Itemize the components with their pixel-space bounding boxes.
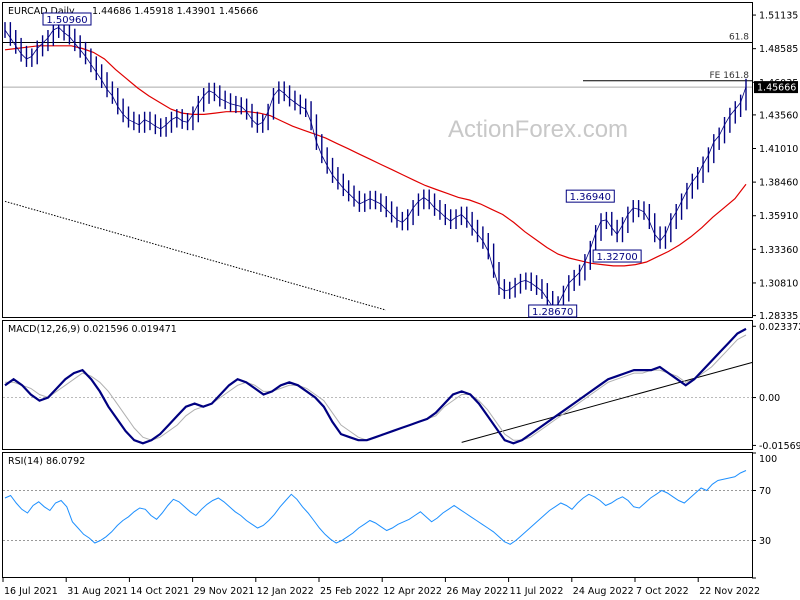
last-price-tag: 1.45666 bbox=[754, 81, 798, 94]
macd-y-tick-label: 0.023372 bbox=[759, 322, 800, 333]
macd-y-tick-label: -0.015699 bbox=[759, 441, 800, 452]
x-tick-label: 12 Jan 2022 bbox=[257, 586, 314, 597]
price-y-tick-label: 1.41010 bbox=[759, 144, 798, 155]
macd-label: MACD(12,26,9) 0.021596 0.019471 bbox=[8, 324, 177, 335]
price-panel-border bbox=[2, 2, 753, 318]
x-tick-label: 11 Jul 2022 bbox=[510, 586, 564, 597]
price-panel: ActionForex.com EURCAD,Daily 1.44686 1.4… bbox=[2, 2, 798, 322]
x-tick-label: 29 Nov 2021 bbox=[194, 586, 255, 597]
x-axis: 16 Jul 2021 31 Aug 2021 14 Oct 2021 29 Nov … bbox=[2, 578, 760, 597]
x-tick-label: 26 May 2022 bbox=[446, 586, 508, 597]
annotation-label: 1.50960 bbox=[46, 15, 87, 26]
rsi-line bbox=[4, 470, 747, 545]
price-y-tick-label: 1.48585 bbox=[759, 44, 798, 55]
x-tick-label: 14 Oct 2021 bbox=[130, 586, 189, 597]
fib-levels: 61.8 FE 161.8 bbox=[3, 33, 752, 88]
x-tick-label: 24 Aug 2022 bbox=[573, 586, 634, 597]
macd-panel: MACD(12,26,9) 0.021596 0.019471 0.023372… bbox=[2, 320, 800, 452]
rsi-series bbox=[4, 470, 747, 545]
fib-level-label: FE 161.8 bbox=[710, 71, 750, 81]
price-y-tick-label: 1.51135 bbox=[759, 11, 798, 22]
macd-trend-line bbox=[461, 361, 753, 443]
price-y-tick-label: 1.28335 bbox=[759, 311, 798, 322]
price-y-tick-label: 1.33360 bbox=[759, 245, 798, 256]
annotation-box bbox=[528, 304, 578, 318]
macd-y-axis: 0.023372 0.00 -0.015699 bbox=[752, 322, 800, 452]
macd-line bbox=[4, 327, 747, 445]
price-y-tick-label: 1.30810 bbox=[759, 278, 798, 289]
rsi-label: RSI(14) 86.0792 bbox=[8, 456, 85, 467]
price-close-line bbox=[4, 26, 747, 308]
macd-trendline bbox=[461, 361, 753, 443]
annotation-box bbox=[565, 189, 615, 203]
annotation-label: 1.28670 bbox=[532, 307, 573, 318]
x-tick-label: 7 Oct 2022 bbox=[636, 586, 689, 597]
rsi-y-tick-label: 100 bbox=[759, 454, 777, 465]
ma200-series bbox=[4, 200, 387, 311]
price-y-tick-label: 1.35910 bbox=[759, 211, 798, 222]
annotation-label: 1.32700 bbox=[596, 252, 637, 263]
price-y-tick-label: 1.43560 bbox=[759, 110, 798, 121]
price-annotations: 1.50960 1.36940 1.32700 1.28670 bbox=[42, 12, 642, 318]
macd-panel-border bbox=[2, 320, 753, 450]
macd-y-tick-label: 0.00 bbox=[759, 393, 780, 404]
fib-level-label: 61.8 bbox=[729, 33, 749, 43]
annotation-box bbox=[592, 249, 642, 263]
rsi-levels bbox=[3, 490, 752, 541]
rsi-y-axis: 100 70 30 bbox=[752, 452, 777, 579]
macd-series bbox=[4, 327, 747, 445]
x-tick-label: 31 Aug 2021 bbox=[67, 586, 128, 597]
x-tick-label: 25 Feb 2022 bbox=[320, 586, 379, 597]
rsi-panel-border bbox=[2, 452, 753, 578]
symbol-label: EURCAD,Daily bbox=[8, 6, 75, 17]
price-y-tick-label: 1.38460 bbox=[759, 178, 798, 189]
annotation-box bbox=[42, 12, 92, 26]
last-price-label: 1.45666 bbox=[757, 83, 796, 94]
rsi-panel: RSI(14) 86.0792 100 70 30 bbox=[2, 452, 777, 579]
ma55-line bbox=[4, 45, 747, 267]
x-tick-label: 16 Jul 2021 bbox=[4, 586, 58, 597]
x-tick-label: 22 Nov 2022 bbox=[699, 586, 760, 597]
watermark: ActionForex.com bbox=[448, 116, 628, 143]
rsi-y-tick-label: 30 bbox=[759, 536, 771, 547]
ohlc-values: 1.44686 1.45918 1.43901 1.45666 bbox=[92, 6, 258, 17]
ma200-line bbox=[4, 200, 387, 311]
x-tick-label: 12 Apr 2022 bbox=[383, 586, 442, 597]
rsi-y-tick-label: 70 bbox=[759, 486, 771, 497]
annotation-label: 1.36940 bbox=[570, 192, 611, 203]
ma55-series bbox=[4, 45, 747, 267]
price-series bbox=[4, 19, 747, 315]
